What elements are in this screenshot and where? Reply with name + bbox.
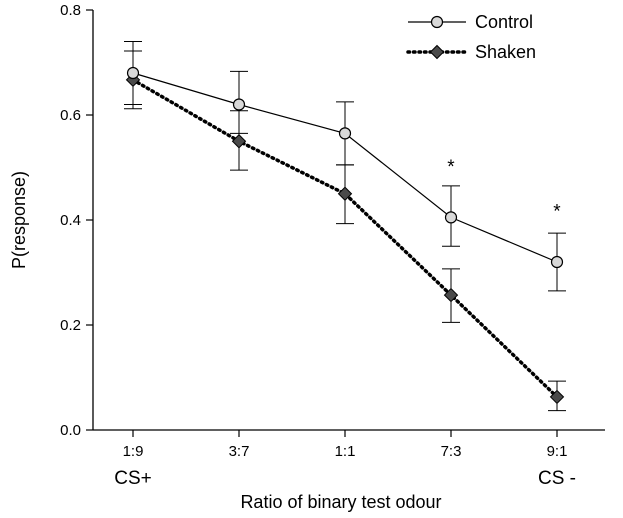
significance-marker: *: [553, 201, 561, 222]
data-point-shaken: [549, 389, 565, 405]
data-point-control: [232, 98, 246, 111]
x-tick-label: 1:1: [335, 443, 356, 460]
y-tick-label: 0.4: [60, 212, 81, 229]
cs-plus-label: CS+: [114, 468, 152, 489]
legend: Control Shaken: [406, 12, 536, 62]
data-point-control: [550, 255, 564, 269]
legend-label-control: Control: [475, 12, 533, 32]
significance-marker: *: [447, 157, 455, 178]
y-tick-label: 0.0: [60, 422, 81, 439]
x-tick-label: 3:7: [229, 443, 250, 460]
legend-marker-shaken: [429, 44, 445, 60]
series-layer: [124, 41, 566, 412]
legend-label-shaken: Shaken: [475, 42, 536, 62]
x-tick-label: 7:3: [441, 443, 462, 460]
legend-marker-control: [430, 15, 444, 29]
data-point-control: [444, 211, 458, 224]
x-ticks: 1:9 3:7 1:1 7:3 9:1: [123, 430, 568, 460]
y-axis-title: P(response): [9, 171, 29, 269]
data-point-shaken: [337, 186, 353, 201]
annotations-layer: **: [447, 157, 561, 223]
x-tick-label: 1:9: [123, 443, 144, 460]
data-point-control: [338, 127, 352, 140]
x-axis-title: Ratio of binary test odour: [240, 492, 441, 512]
y-ticks: 0.0 0.2 0.4 0.6 0.8: [60, 2, 93, 439]
y-tick-label: 0.8: [60, 2, 81, 19]
y-tick-label: 0.2: [60, 317, 81, 334]
data-point-shaken: [231, 134, 247, 149]
y-tick-label: 0.6: [60, 107, 81, 124]
data-point-control: [126, 66, 140, 80]
data-point-shaken: [443, 287, 459, 303]
x-tick-label: 9:1: [547, 443, 568, 460]
cs-minus-label: CS -: [538, 468, 576, 489]
